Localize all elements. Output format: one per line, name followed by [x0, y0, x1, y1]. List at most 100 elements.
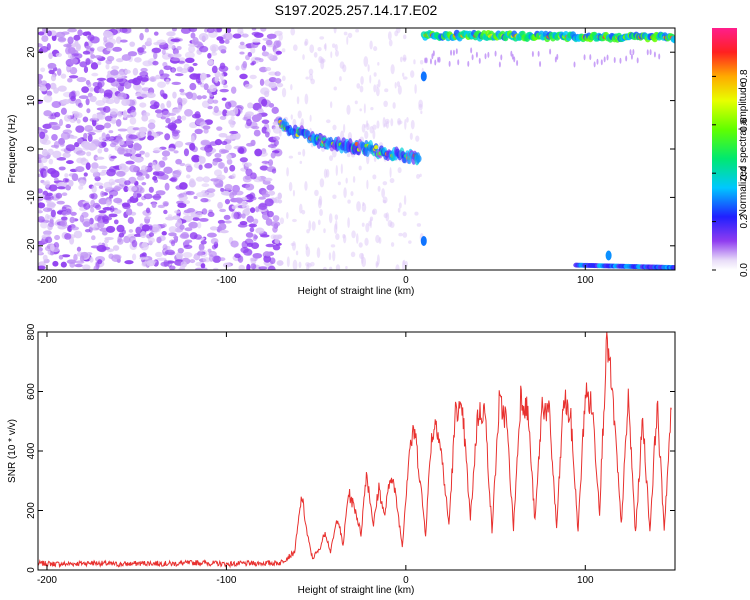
- heatmap-cell: [413, 59, 416, 65]
- heatmap-cell: [218, 148, 227, 155]
- colorbar-ticks: 0.0 0.2 0.4 0.6 0.8: [712, 69, 750, 277]
- heatmap-cell: [153, 147, 163, 153]
- heatmap-cell: [135, 85, 143, 94]
- heatmap-cell: [165, 117, 171, 124]
- heatmap-cell: [101, 169, 108, 173]
- heatmap-cell: [214, 152, 222, 158]
- heatmap-cell: [189, 178, 195, 184]
- heatmap-cell: [135, 226, 142, 235]
- heatmap-cell: [201, 183, 210, 188]
- heatmap-cell: [373, 46, 378, 52]
- heatmap-cell: [50, 74, 57, 82]
- heatmap-cell: [125, 160, 135, 165]
- heatmap-cell: [191, 154, 201, 163]
- heatmap-cell: [210, 51, 218, 56]
- heatmap-cell: [274, 238, 280, 244]
- heatmap-cell: [184, 227, 193, 232]
- heatmap-cell: [145, 207, 151, 214]
- heatmap-cell: [304, 41, 308, 47]
- heatmap-cell: [144, 216, 152, 220]
- heatmap-cell: [219, 208, 227, 213]
- heatmap-cell: [125, 138, 134, 145]
- heatmap-cell: [38, 250, 43, 255]
- heatmap-cell: [325, 119, 331, 124]
- heatmap-cell: [455, 48, 458, 55]
- heatmap-cell: [67, 53, 73, 59]
- heatmap-cell: [335, 264, 341, 270]
- heatmap-cell: [394, 82, 397, 89]
- heatmap-cell: [155, 190, 166, 196]
- heatmap-cell: [177, 202, 187, 209]
- heatmap-cell: [124, 260, 134, 265]
- heatmap-cell: [67, 77, 73, 83]
- heatmap-cell: [189, 28, 198, 33]
- heatmap-cell: [220, 187, 225, 192]
- heatmap-cell: [44, 194, 54, 201]
- heatmap-cell: [252, 38, 261, 44]
- heatmap-cell: [292, 44, 298, 51]
- heatmap-cell: [300, 118, 305, 128]
- heatmap-cell: [286, 167, 289, 177]
- heatmap-cell: [531, 50, 534, 57]
- heatmap-cell: [299, 160, 303, 164]
- heatmap-cell: [265, 66, 272, 72]
- heatmap-cell: [392, 102, 396, 109]
- heatmap-cell: [41, 35, 49, 43]
- heatmap-cell: [361, 222, 365, 227]
- heatmap-cell: [267, 53, 274, 60]
- heatmap-cell: [342, 234, 346, 239]
- heatmap-cell: [316, 247, 321, 259]
- heatmap-cell: [358, 165, 362, 171]
- heatmap-cell: [286, 212, 289, 220]
- heatmap-cell: [288, 181, 293, 192]
- heatmap-cell: [402, 211, 407, 217]
- heatmap-cell: [76, 246, 82, 252]
- heatmap-cell: [124, 180, 131, 186]
- heatmap-cell: [38, 202, 46, 209]
- heatmap-cell: [155, 74, 161, 80]
- heatmap-cell: [148, 186, 154, 193]
- heatmap-cell: [249, 227, 255, 233]
- heatmap-cell: [148, 119, 156, 124]
- heatmap-cell: [389, 178, 395, 184]
- heatmap-cell: [177, 219, 183, 227]
- heatmap-cell: [619, 57, 622, 64]
- heatmap-cell: [74, 141, 80, 148]
- heatmap-cell: [40, 157, 48, 163]
- heatmap-cell: [112, 245, 120, 251]
- heatmap-cell: [162, 156, 168, 161]
- heatmap-cell: [218, 222, 227, 231]
- heatmap-cell: [125, 208, 133, 216]
- heatmap-cell: [89, 87, 95, 92]
- heatmap-cell: [149, 76, 157, 83]
- heatmap-cell: [322, 266, 327, 270]
- heatmap-cell: [207, 97, 214, 105]
- heatmap-cell: [195, 212, 203, 218]
- heatmap-cell: [139, 102, 147, 108]
- heatmap-cell: [632, 49, 635, 56]
- heatmap-cell: [198, 156, 206, 164]
- heatmap-cell: [66, 259, 77, 264]
- heatmap-cell: [180, 261, 187, 268]
- heatmap-cell: [163, 209, 168, 215]
- heatmap-cell: [213, 105, 219, 114]
- heatmap-cell: [133, 142, 140, 148]
- heatmap-cell: [310, 78, 315, 85]
- heatmap-cell: [172, 169, 182, 178]
- heatmap-cell: [257, 109, 264, 114]
- heatmap-cell: [68, 173, 78, 177]
- heatmap-cell: [334, 44, 338, 51]
- heatmap-cell: [261, 51, 270, 57]
- heatmap-cell: [373, 155, 377, 162]
- heatmap-cell: [368, 220, 372, 227]
- colorbar-tick-label: 0.8: [739, 69, 750, 83]
- heatmap-cell: [437, 56, 440, 63]
- heatmap-cell: [210, 237, 219, 245]
- heatmap-cell: [363, 103, 366, 114]
- heatmap-cell: [62, 178, 69, 183]
- heatmap-cell: [157, 81, 166, 88]
- heatmap-cell: [395, 264, 400, 270]
- heatmap-cell: [250, 47, 256, 54]
- heatmap-marks: [38, 28, 675, 270]
- y-tick-label: -10: [26, 190, 37, 205]
